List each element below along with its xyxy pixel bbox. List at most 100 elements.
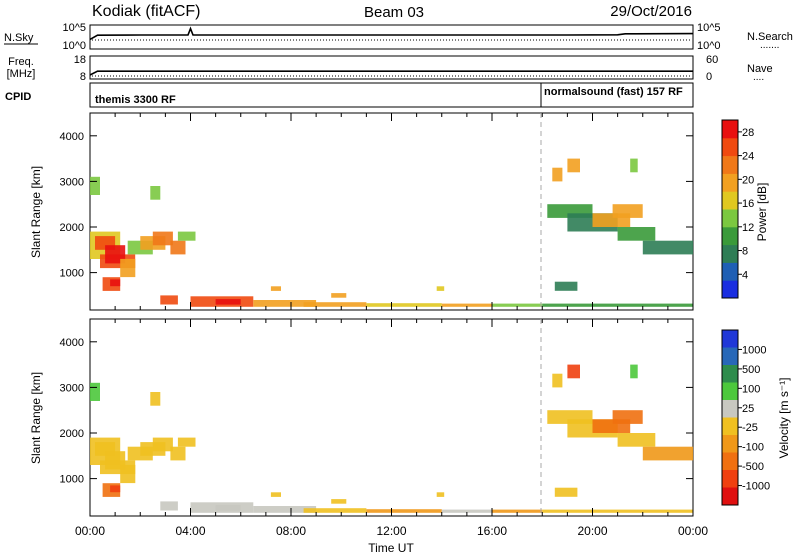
time-axis-label: Time UT [368,541,414,554]
power-cell-8 [152,231,173,246]
velocity-cell-19 [366,509,442,513]
velocity-cell-20 [441,509,493,513]
frequency-panel: Freq. [MHz] Nave .... 18 8 60 0 [7,54,773,83]
velocity-ytick-label-1000: 1000 [60,474,84,486]
power-cell-18 [303,302,367,307]
power-cell-5 [110,279,121,287]
velocity-colorbar-tick-label-3: 25 [742,403,754,415]
power-cell-23 [270,286,281,291]
power-ytick-label-4000: 4000 [60,131,84,143]
power-cell-22 [542,303,694,307]
velocity-cell-35 [552,373,563,388]
freq-label-line2: [MHz] [7,68,36,80]
freq-label-line1: Freq. [8,56,34,68]
noise-right-label: N.Search [747,31,793,43]
power-colorbar-swatch-9 [722,120,738,139]
power-cell-17 [253,300,317,307]
power-cell-30 [617,227,656,241]
freq-right-tick-bottom: 0 [706,71,712,83]
velocity-cell-12 [120,464,136,484]
velocity-y-ticks: 1000 2000 3000 4000 [60,337,693,486]
velocity-colorbar-swatch-1 [722,347,738,366]
velocity-cell-14 [160,501,178,511]
time-tick-label-6: 00:00 [678,524,708,538]
time-tick-label-2: 08:00 [276,524,306,538]
velocity-cell-33 [630,364,638,379]
cpid-panel-frame [89,82,694,108]
velocity-colorbar-swatch-9 [722,487,738,506]
noise-left-tick-top: 10^5 [62,22,86,34]
velocity-ytick-label-2000: 2000 [60,428,84,440]
velocity-cell-24 [331,499,347,504]
frequency-line [89,70,693,76]
time-tick-label-3: 12:00 [376,524,406,538]
cpid-mode-1: themis 3300 RF [95,94,176,106]
power-cell-11 [150,186,161,200]
noise-panel: N.Sky N.Search ....... 10^5 10^0 10^5 10… [4,22,793,52]
freq-left-tick-bottom: 8 [80,71,86,83]
power-colorbar-tick-label-28: 28 [742,127,754,139]
velocity-cell-21 [492,509,543,513]
velocity-ytick-label-3000: 3000 [60,382,84,394]
site-title: Kodiak (fitACF) [92,3,200,20]
power-cell-16 [215,299,241,305]
power-panel: 1000 2000 3000 4000 Slant Range [km] [29,112,694,311]
power-colorbar-tick-label-20: 20 [742,174,754,186]
velocity-cell-11 [150,392,161,406]
noise-panel-frame [89,24,694,50]
velocity-colorbar-tick-label-6: -500 [742,461,764,473]
power-colorbar-frame [721,119,739,299]
velocity-ytick-label-4000: 4000 [60,337,84,349]
power-cell-9 [170,240,186,255]
nave-dots: .... [753,72,764,83]
velocity-colorbar-swatch-3 [722,382,738,401]
power-ytick-label-2000: 2000 [60,222,84,234]
power-y-ticks: 1000 2000 3000 4000 [60,131,693,280]
power-colorbar-swatch-8 [722,137,738,157]
velocity-colorbar-tick-label-4: -25 [742,422,758,434]
power-cells [90,158,694,307]
velocity-cell-17 [253,506,317,513]
velocity-cell-9 [170,446,186,461]
power-ytick-label-3000: 3000 [60,176,84,188]
velocity-cell-10 [177,437,196,447]
power-colorbar-tick-label-12: 12 [742,222,754,234]
velocity-cell-22 [542,509,694,513]
power-colorbar-tick-label-16: 16 [742,198,754,210]
power-colorbar-label: Power [dB] [755,183,769,242]
velocity-cell-23 [270,492,281,497]
power-cell-14 [160,295,178,305]
freq-left-tick-top: 18 [74,54,86,66]
power-panel-frame [89,112,694,311]
time-tick-label-5: 20:00 [577,524,607,538]
velocity-cells [90,364,694,513]
velocity-colorbar-tick-label-2: 100 [742,383,760,395]
velocity-panel-frame [89,318,694,517]
velocity-colorbar-swatch-7 [722,452,738,471]
velocity-cell-3 [105,451,126,470]
velocity-x-ticks [89,319,694,516]
velocity-ylabel: Slant Range [km] [29,372,43,464]
cpid-panel: CPID themis 3300 RF normalsound (fast) 1… [5,82,694,108]
nave-label: Nave [747,63,773,75]
power-cell-34 [554,281,578,291]
velocity-colorbar-swatch-2 [722,365,738,383]
power-ytick-label-1000: 1000 [60,268,84,280]
velocity-colorbar-frame [721,329,739,506]
power-colorbar-swatch-6 [722,173,738,192]
cpid-mode-2: normalsound (fast) 157 RF [544,86,683,98]
velocity-colorbar-swatch-6 [722,435,738,453]
power-cell-35 [552,167,563,182]
velocity-colorbar-tick-label-0: 1000 [742,344,766,356]
noise-sky-line [89,26,694,41]
power-colorbar-tick-label-24: 24 [742,151,754,163]
time-axis-labels: 00:00 04:00 08:00 12:00 16:00 20:00 00:00 [75,524,708,538]
power-cell-20 [441,303,493,307]
power-cell-21 [492,303,543,307]
velocity-cell-8 [152,437,173,452]
velocity-colorbar-tick-label-1: 500 [742,364,760,376]
power-cell-3 [105,245,126,264]
velocity-cell-30 [617,433,656,447]
time-tick-label-1: 04:00 [175,524,205,538]
